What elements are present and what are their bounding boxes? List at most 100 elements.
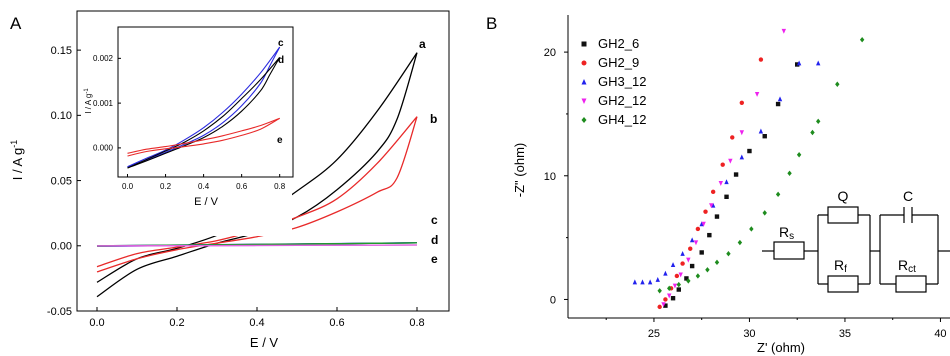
data-point-gh2-9 bbox=[657, 304, 662, 310]
data-point-gh2-12 bbox=[678, 272, 683, 278]
panel-b-x-tick-label: 30 bbox=[743, 328, 755, 340]
legend-label-gh2-6: GH2_6 bbox=[598, 36, 639, 51]
inset-x-axis-label: E / V bbox=[194, 196, 219, 208]
data-point-gh2-6 bbox=[670, 296, 676, 301]
panel-a: A -0.050.000.050.100.15 0.0 0.2 0.4 0.6 0.8 … bbox=[9, 10, 450, 350]
panel-b-y-axis-label: -Z" (ohm) bbox=[512, 143, 527, 197]
inset-series-labels: c d e bbox=[277, 38, 284, 146]
panel-b-x-axis-label: Z' (ohm) bbox=[757, 340, 805, 355]
inset-plot-frame bbox=[117, 26, 294, 178]
data-point-gh3-12 bbox=[640, 279, 645, 285]
capacitor-c bbox=[903, 207, 913, 223]
circuit-label-q: Q bbox=[838, 188, 849, 204]
circuit-label-rs-sub: s bbox=[789, 231, 794, 242]
resistor-rs bbox=[773, 241, 805, 260]
inset-series bbox=[127, 46, 281, 169]
inset-series-label-e: e bbox=[277, 135, 283, 146]
data-point-gh2-6 bbox=[707, 232, 712, 238]
inset-x-ticks: 0.0 0.2 0.4 0.6 0.8 bbox=[122, 174, 286, 191]
data-point-gh3-12 bbox=[699, 221, 704, 227]
inset-x-tick-label: 0.2 bbox=[160, 182, 172, 191]
data-point-gh4-12 bbox=[810, 129, 815, 136]
data-point-gh4-12 bbox=[775, 191, 781, 198]
panel-b-y-ticks: 0 10 20 bbox=[544, 47, 568, 306]
inset-y-axis-label-main: I / A g bbox=[84, 94, 93, 114]
inset-x-tick-label: 0.8 bbox=[274, 182, 286, 191]
data-point-gh2-9 bbox=[730, 135, 735, 140]
data-point-gh2-9 bbox=[695, 226, 701, 232]
data-point-gh4-12 bbox=[835, 81, 840, 87]
panel-b-y-tick-label: 10 bbox=[544, 171, 556, 183]
legend-marker-gh2-9 bbox=[581, 60, 587, 66]
data-point-gh2-6 bbox=[762, 134, 767, 139]
data-point-gh2-9 bbox=[680, 261, 685, 266]
circuit-label-c: C bbox=[903, 188, 913, 204]
data-point-gh2-9 bbox=[663, 297, 668, 302]
panel-a-y-tick-label: 0.15 bbox=[51, 45, 72, 57]
data-point-gh3-12 bbox=[739, 154, 745, 160]
panel-b-legend: GH2_6 GH2_9 GH3_12 GH2_12 GH4_12 bbox=[581, 36, 646, 127]
series-label-d: d bbox=[431, 233, 438, 247]
circuit-label-rs: Rs bbox=[779, 224, 794, 242]
data-point-gh4-12 bbox=[787, 170, 792, 177]
inset-y-tick-label: 0.000 bbox=[93, 144, 114, 153]
data-point-gh2-6 bbox=[724, 194, 729, 199]
data-point-gh2-6 bbox=[795, 62, 800, 67]
inset-x-tick-label: 0.0 bbox=[122, 182, 134, 191]
inset-y-tick-label: 0.001 bbox=[93, 99, 114, 108]
panel-a-x-tick-label: 0.2 bbox=[169, 317, 184, 329]
data-point-gh2-6 bbox=[714, 214, 720, 219]
data-point-gh3-12 bbox=[777, 96, 783, 102]
inset-curve-d-forward bbox=[127, 57, 281, 169]
series-label-e: e bbox=[431, 252, 438, 266]
data-point-gh2-6 bbox=[699, 250, 704, 255]
inset-y-ticks: 0.000 0.001 0.002 bbox=[93, 54, 121, 153]
circuit-label-rf: Rf bbox=[834, 257, 847, 275]
panel-a-y-ticks: -0.05 0.00 0.05 0.10 0.15 bbox=[47, 45, 81, 318]
panel-a-x-tick-label: 0.6 bbox=[329, 317, 344, 329]
data-point-gh3-12 bbox=[796, 60, 802, 66]
inset-series-label-d: d bbox=[278, 55, 284, 66]
data-point-gh3-12 bbox=[680, 250, 685, 256]
legend-label-gh4-12: GH4_12 bbox=[598, 112, 646, 127]
inset-x-tick-label: 0.6 bbox=[236, 182, 248, 191]
data-point-gh2-12 bbox=[661, 302, 666, 308]
legend-marker-gh2-6 bbox=[581, 41, 587, 47]
panel-b-x-ticks: 25 30 35 40 bbox=[605, 318, 947, 340]
data-point-gh3-12 bbox=[670, 262, 676, 268]
data-point-gh2-12 bbox=[718, 180, 723, 186]
data-point-gh4-12 bbox=[667, 285, 672, 292]
series-label-c: c bbox=[431, 213, 438, 227]
data-point-gh4-12 bbox=[749, 226, 754, 232]
data-point-gh2-12 bbox=[672, 283, 678, 289]
panel-b-x-tick-label: 25 bbox=[648, 328, 660, 340]
inset-y-axis-label: I / A g-1 bbox=[84, 88, 93, 114]
data-point-gh4-12 bbox=[816, 118, 821, 125]
panel-a-plot-frame bbox=[76, 10, 450, 312]
data-point-gh4-12 bbox=[705, 267, 710, 273]
equivalent-circuit bbox=[762, 206, 950, 293]
panel-b-label: B bbox=[486, 14, 497, 33]
data-point-gh2-9 bbox=[710, 189, 716, 195]
cpe-q bbox=[827, 206, 859, 224]
data-point-gh2-12 bbox=[781, 28, 787, 34]
panel-a-y-axis-label-sup: -1 bbox=[9, 140, 19, 148]
data-point-gh2-12 bbox=[686, 257, 691, 263]
panel-b-y-tick-label: 0 bbox=[550, 294, 556, 306]
inset-curve-c-forward bbox=[127, 46, 281, 168]
circuit-label-rf-sub: f bbox=[844, 264, 847, 275]
panel-b-x-tick-label: 40 bbox=[934, 328, 946, 340]
data-point-gh2-6 bbox=[676, 287, 681, 292]
legend-label-gh2-9: GH2_9 bbox=[598, 55, 639, 70]
data-point-gh2-9 bbox=[703, 209, 708, 214]
panel-b-series bbox=[632, 28, 865, 310]
data-point-gh4-12 bbox=[676, 281, 681, 288]
series-label-a: a bbox=[419, 37, 426, 51]
panel-a-label: A bbox=[10, 14, 22, 33]
inset-curve-e-reverse bbox=[127, 117, 280, 157]
inset-curve-d-reverse bbox=[127, 57, 281, 169]
panel-a-y-tick-label: 0.05 bbox=[51, 175, 72, 187]
data-point-gh2-9 bbox=[758, 57, 764, 62]
resistor-rf bbox=[827, 275, 859, 293]
